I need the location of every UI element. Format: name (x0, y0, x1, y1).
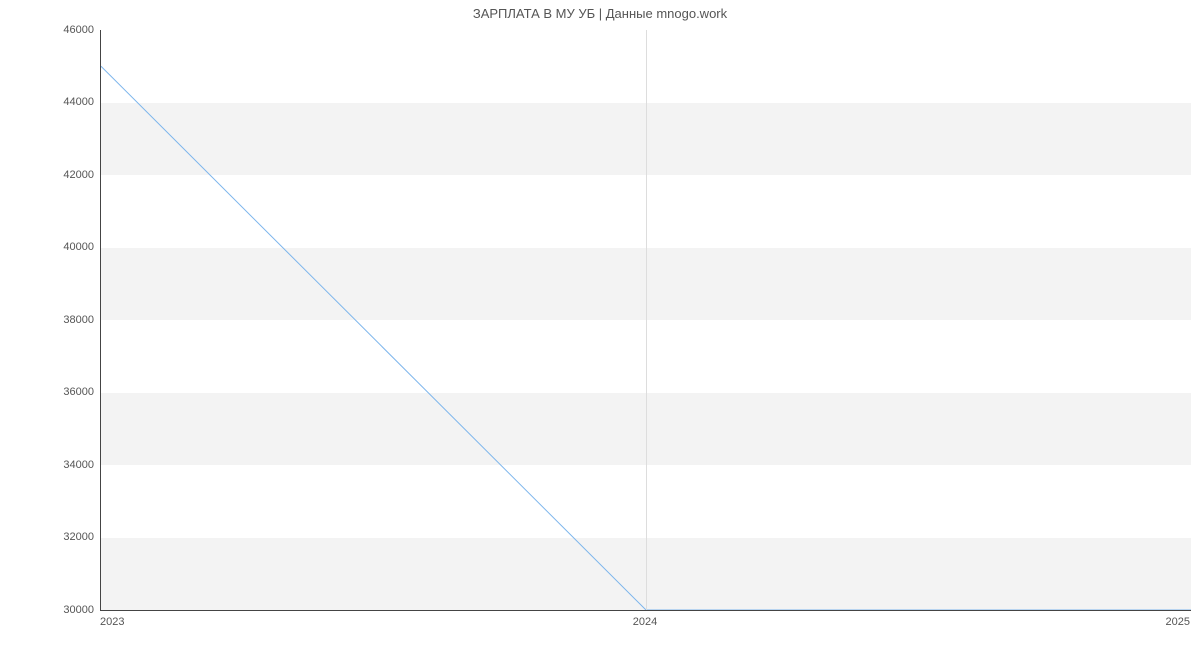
y-tick-label: 46000 (63, 24, 94, 36)
y-tick-label: 44000 (63, 96, 94, 108)
plot-area (100, 30, 1191, 611)
chart-container: ЗАРПЛАТА В МУ УБ | Данные mnogo.work 300… (0, 0, 1200, 650)
y-tick-label: 32000 (63, 531, 94, 543)
y-tick-label: 34000 (63, 459, 94, 471)
y-tick-label: 38000 (63, 314, 94, 326)
x-tick-label: 2023 (100, 616, 124, 628)
y-tick-label: 42000 (63, 169, 94, 181)
grid-vertical-line (646, 30, 647, 610)
chart-title: ЗАРПЛАТА В МУ УБ | Данные mnogo.work (0, 6, 1200, 21)
y-tick-label: 40000 (63, 241, 94, 253)
y-tick-label: 36000 (63, 386, 94, 398)
x-tick-label: 2025 (1166, 616, 1190, 628)
x-tick-label: 2024 (633, 616, 657, 628)
y-tick-label: 30000 (63, 604, 94, 616)
